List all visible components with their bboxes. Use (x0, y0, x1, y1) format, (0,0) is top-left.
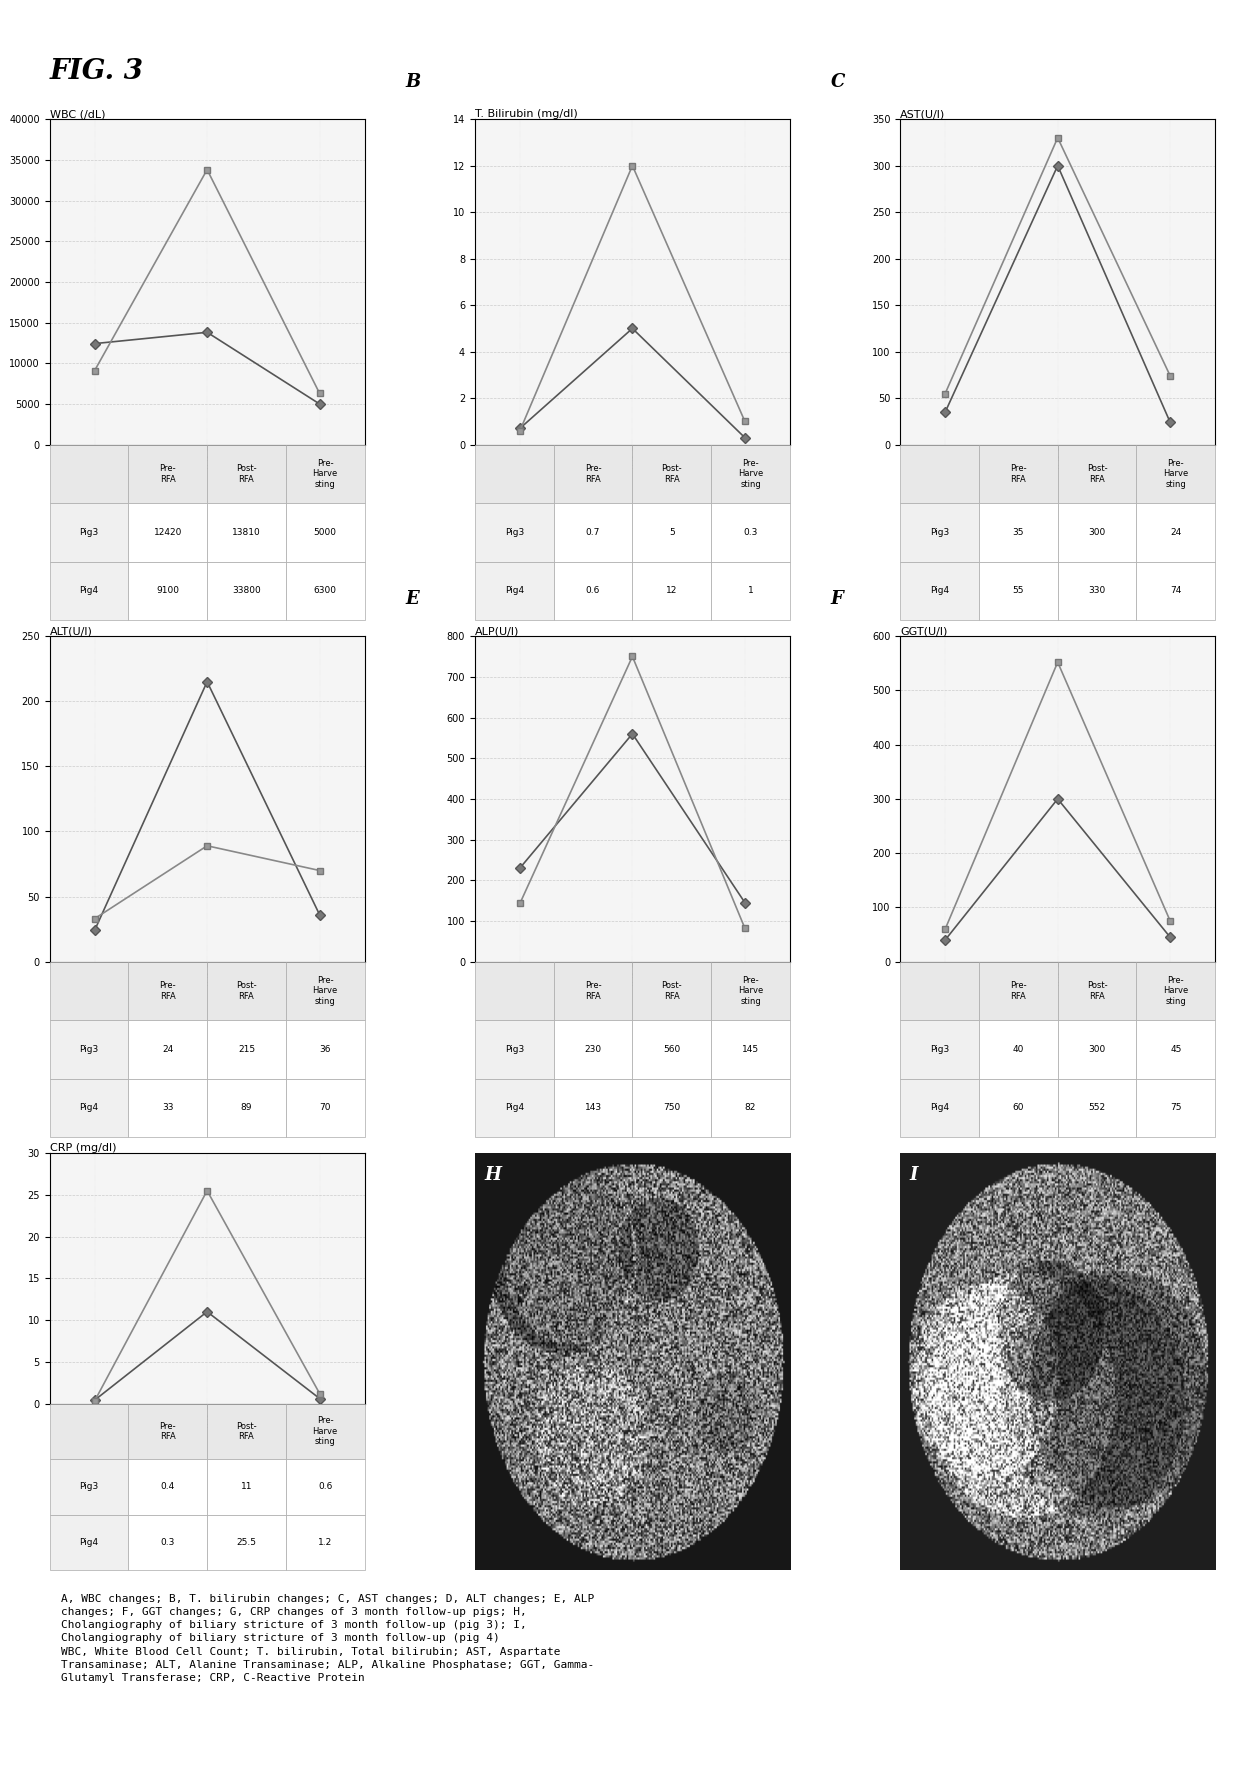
Text: H: H (485, 1165, 501, 1183)
Text: A, WBC changes; B, T. bilirubin changes; C, AST changes; D, ALT changes; E, ALP
: A, WBC changes; B, T. bilirubin changes;… (61, 1593, 594, 1682)
Text: WBC (/dL): WBC (/dL) (50, 109, 105, 119)
Text: T. Bilirubin (mg/dl): T. Bilirubin (mg/dl) (475, 109, 578, 119)
Text: B: B (405, 73, 420, 91)
Text: ALP(U/l): ALP(U/l) (475, 625, 520, 636)
Text: C: C (831, 73, 846, 91)
Text: FIG. 3: FIG. 3 (50, 59, 144, 86)
Text: AST(U/l): AST(U/l) (900, 109, 945, 119)
Text: E: E (405, 590, 419, 608)
Text: F: F (831, 590, 843, 608)
Text: I: I (910, 1165, 918, 1183)
Text: ALT(U/l): ALT(U/l) (50, 625, 93, 636)
Text: GGT(U/l): GGT(U/l) (900, 625, 947, 636)
Text: CRP (mg/dl): CRP (mg/dl) (50, 1142, 117, 1153)
